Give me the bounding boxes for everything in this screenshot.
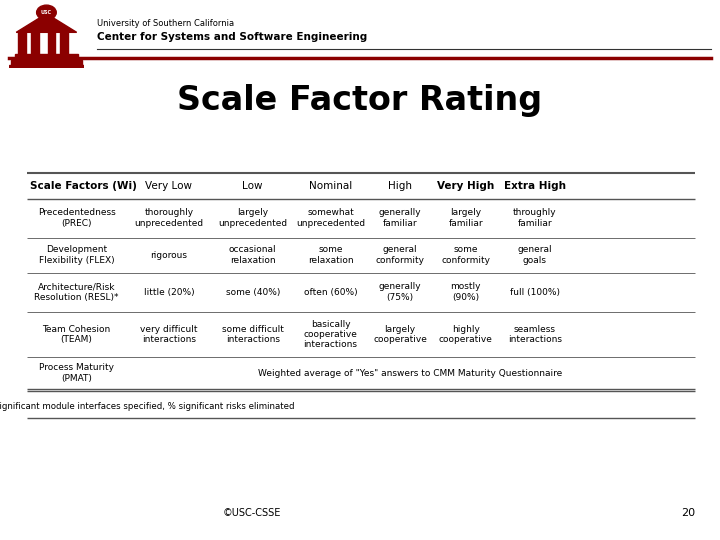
Text: Weighted average of "Yes" answers to CMM Maturity Questionnaire: Weighted average of "Yes" answers to CMM… xyxy=(258,369,562,377)
Text: thoroughly
unprecedented: thoroughly unprecedented xyxy=(134,208,204,228)
Bar xyxy=(14,55,78,60)
Text: ©USC-CSSE: ©USC-CSSE xyxy=(222,508,282,518)
Text: Extra High: Extra High xyxy=(504,181,566,191)
Text: * % significant module interfaces specified, % significant risks eliminated: * % significant module interfaces specif… xyxy=(0,402,294,410)
Text: full (100%): full (100%) xyxy=(510,288,560,296)
Bar xyxy=(18,32,26,55)
Text: rigorous: rigorous xyxy=(150,251,187,260)
Text: occasional
relaxation: occasional relaxation xyxy=(229,246,276,265)
Text: Precedentedness
(PREC): Precedentedness (PREC) xyxy=(38,208,115,228)
Text: Architecture/Risk
Resolution (RESL)*: Architecture/Risk Resolution (RESL)* xyxy=(35,282,119,302)
Text: seamless
interactions: seamless interactions xyxy=(508,325,562,344)
Bar xyxy=(48,32,55,55)
Text: USC: USC xyxy=(41,10,52,15)
Text: generally
(75%): generally (75%) xyxy=(379,282,421,302)
Text: throughly
familiar: throughly familiar xyxy=(513,208,557,228)
Bar xyxy=(31,32,38,55)
Text: Process Maturity
(PMAT): Process Maturity (PMAT) xyxy=(39,363,114,383)
Text: some
relaxation: some relaxation xyxy=(307,246,354,265)
Text: Very High: Very High xyxy=(437,181,495,191)
Text: largely
familiar: largely familiar xyxy=(449,208,483,228)
Text: Scale Factor Rating: Scale Factor Rating xyxy=(177,84,543,117)
Text: Development
Flexibility (FLEX): Development Flexibility (FLEX) xyxy=(39,246,114,265)
Text: Team Cohesion
(TEAM): Team Cohesion (TEAM) xyxy=(42,325,111,344)
Text: High: High xyxy=(388,181,412,191)
Text: very difficult
interactions: very difficult interactions xyxy=(140,325,197,344)
Polygon shape xyxy=(16,14,76,32)
Text: University of Southern California: University of Southern California xyxy=(97,19,234,29)
Text: some (40%): some (40%) xyxy=(225,288,280,296)
Text: some difficult
interactions: some difficult interactions xyxy=(222,325,284,344)
Text: mostly
(90%): mostly (90%) xyxy=(451,282,481,302)
Text: general
goals: general goals xyxy=(518,246,552,265)
Text: generally
familiar: generally familiar xyxy=(379,208,421,228)
Text: 20: 20 xyxy=(680,508,695,518)
Text: Low: Low xyxy=(243,181,263,191)
Bar xyxy=(9,65,84,68)
Circle shape xyxy=(37,5,56,20)
Text: some
conformity: some conformity xyxy=(441,246,490,265)
Text: somewhat
unprecedented: somewhat unprecedented xyxy=(296,208,365,228)
Bar xyxy=(11,59,82,66)
Text: Very Low: Very Low xyxy=(145,181,192,191)
Text: highly
cooperative: highly cooperative xyxy=(439,325,492,344)
Bar xyxy=(60,32,68,55)
Text: Center for Systems and Software Engineering: Center for Systems and Software Engineer… xyxy=(97,32,367,43)
Text: basically
cooperative
interactions: basically cooperative interactions xyxy=(304,320,357,349)
Text: general
conformity: general conformity xyxy=(375,246,425,265)
Text: Nominal: Nominal xyxy=(309,181,352,191)
Text: often (60%): often (60%) xyxy=(304,288,357,296)
Text: largely
cooperative: largely cooperative xyxy=(373,325,427,344)
Text: little (20%): little (20%) xyxy=(143,288,194,296)
Text: largely
unprecedented: largely unprecedented xyxy=(218,208,287,228)
Text: Scale Factors (Wi): Scale Factors (Wi) xyxy=(30,181,136,191)
